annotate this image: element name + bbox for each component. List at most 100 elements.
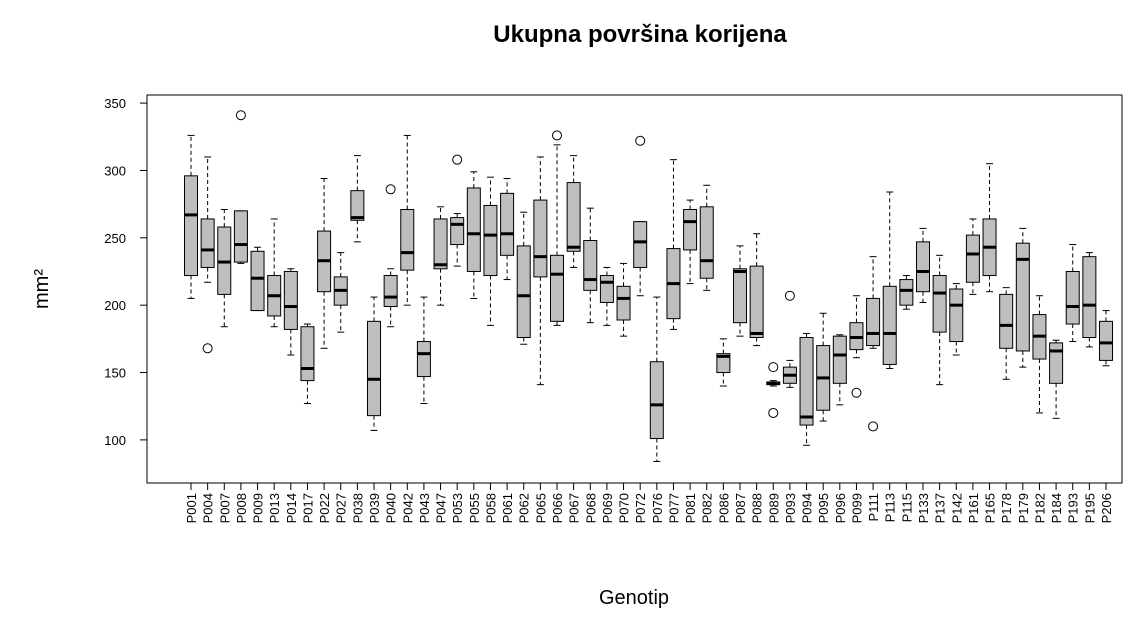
box — [466, 187, 481, 272]
box — [1082, 256, 1097, 338]
y-tick-label: 150 — [104, 366, 126, 381]
x-tick-label: P008 — [234, 493, 249, 523]
x-tick-label: P004 — [201, 493, 216, 523]
x-tick-label: P178 — [999, 493, 1014, 523]
x-tick-label: P007 — [217, 493, 232, 523]
outlier — [768, 362, 779, 373]
box — [500, 192, 515, 256]
box — [1049, 342, 1064, 384]
x-tick-label: P066 — [550, 493, 565, 523]
outlier — [452, 154, 463, 165]
box — [649, 361, 664, 440]
x-tick-label: P042 — [400, 493, 415, 523]
x-tick-label: P061 — [500, 493, 515, 523]
box — [200, 218, 215, 268]
x-tick-label: P089 — [766, 493, 781, 523]
x-tick-label: P077 — [666, 493, 681, 523]
x-tick-label: P113 — [883, 493, 898, 522]
box — [483, 204, 498, 277]
x-tick-label: P068 — [583, 493, 598, 523]
y-tick-label: 300 — [104, 163, 126, 178]
x-tick-label: P193 — [1066, 493, 1081, 523]
box — [233, 210, 248, 263]
x-tick-label: P099 — [849, 493, 864, 523]
x-tick-label: P047 — [434, 493, 449, 523]
box — [882, 285, 897, 365]
box — [1015, 242, 1030, 352]
box — [999, 293, 1014, 349]
x-tick-label: P055 — [467, 493, 482, 523]
x-tick-label: P038 — [350, 493, 365, 523]
box — [250, 250, 265, 312]
x-tick-label: P184 — [1049, 493, 1064, 523]
box — [683, 209, 698, 251]
box — [566, 182, 581, 252]
box — [533, 199, 548, 278]
x-tick-label: P039 — [367, 493, 382, 523]
x-tick-label: P179 — [1016, 493, 1031, 523]
box — [550, 254, 564, 322]
x-axis-label: Genotip — [599, 587, 669, 609]
box — [283, 270, 298, 330]
x-tick-label: P111 — [866, 493, 881, 521]
y-tick-label: 100 — [104, 433, 126, 448]
x-tick-label: P022 — [317, 493, 332, 523]
x-tick-label: P137 — [933, 493, 948, 523]
x-tick-label: P082 — [700, 493, 715, 523]
x-tick-label: P096 — [833, 493, 848, 523]
chart-title: Ukupna površina korijena — [493, 21, 787, 48]
x-tick-label: P065 — [533, 493, 548, 523]
x-tick-label: P053 — [450, 493, 465, 523]
outlier — [235, 110, 246, 121]
outlier — [202, 343, 213, 354]
x-tick-label: P076 — [650, 493, 665, 523]
x-tick-label: P069 — [600, 493, 615, 523]
outlier — [552, 130, 562, 141]
box — [733, 268, 747, 324]
box — [383, 275, 398, 308]
y-tick-label: 250 — [104, 231, 126, 246]
box — [184, 175, 198, 277]
x-tick-label: P067 — [567, 493, 582, 523]
box — [350, 190, 365, 221]
x-tick-label: P001 — [184, 493, 199, 523]
box — [949, 288, 964, 343]
x-tick-label: P070 — [617, 493, 632, 523]
box — [716, 353, 731, 374]
x-tick-label: P086 — [716, 493, 731, 523]
box — [300, 326, 315, 382]
box — [799, 337, 814, 426]
box — [832, 335, 847, 384]
outlier — [768, 407, 779, 418]
x-tick-label: P087 — [733, 493, 748, 523]
box — [899, 279, 914, 306]
x-tick-label: P142 — [949, 493, 964, 523]
box — [583, 240, 598, 291]
x-tick-label: P013 — [267, 493, 282, 523]
outlier — [385, 184, 396, 195]
x-tick-label: P014 — [284, 493, 299, 523]
x-tick-label: P115 — [899, 493, 914, 522]
y-tick-label: 350 — [104, 96, 126, 111]
x-tick-label: P072 — [633, 493, 648, 523]
box — [965, 234, 980, 283]
outlier — [868, 421, 879, 432]
box — [932, 275, 947, 333]
plot-frame — [146, 94, 1123, 484]
box — [633, 221, 648, 268]
x-tick-label: P040 — [384, 493, 399, 523]
box — [749, 265, 764, 339]
outlier — [635, 135, 646, 146]
x-tick-label: P043 — [417, 493, 432, 523]
box — [866, 297, 881, 347]
x-tick-label: P093 — [783, 493, 798, 523]
box — [516, 245, 531, 338]
y-axis-label: mm² — [31, 269, 53, 309]
box — [699, 206, 714, 279]
x-tick-label: P094 — [800, 493, 815, 523]
x-tick-label: P027 — [334, 493, 349, 523]
x-tick-label: P009 — [251, 493, 266, 523]
outlier — [851, 387, 862, 398]
x-tick-label: P195 — [1082, 493, 1097, 523]
